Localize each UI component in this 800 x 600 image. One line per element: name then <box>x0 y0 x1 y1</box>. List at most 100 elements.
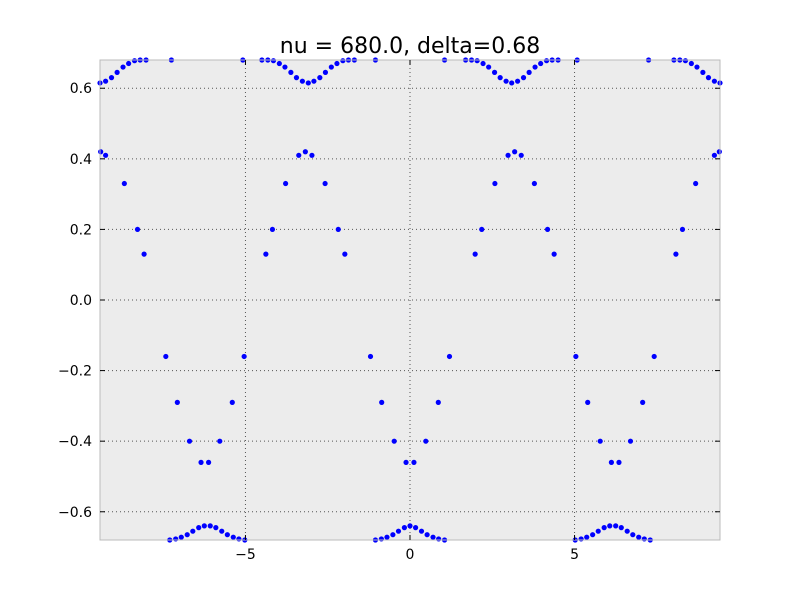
data-point <box>491 69 498 75</box>
axis-ticks: −5 0 5 −0.6 −0.4 −0.2 0.0 0.2 0.4 0.6 <box>58 60 720 563</box>
data-point <box>379 399 385 405</box>
data-point <box>436 536 442 542</box>
data-point <box>184 532 190 538</box>
data-point <box>446 353 453 360</box>
data-point <box>520 75 527 81</box>
data-point <box>607 523 613 529</box>
data-point <box>532 64 538 70</box>
y-tick-label: 0.2 <box>70 222 92 238</box>
data-point <box>679 226 686 233</box>
y-tick-label: −0.6 <box>58 505 92 521</box>
data-point <box>207 523 213 529</box>
data-point <box>390 532 396 538</box>
data-point <box>597 438 603 444</box>
data-point <box>201 523 207 529</box>
grid <box>100 60 720 540</box>
data-point <box>141 251 147 257</box>
data-point <box>120 64 126 70</box>
data-point <box>616 459 622 465</box>
data-point <box>401 525 408 531</box>
data-point <box>578 536 584 542</box>
data-point <box>430 534 436 540</box>
data-point <box>526 69 532 75</box>
data-point <box>114 69 120 75</box>
data-point <box>595 528 601 534</box>
y-tick-label: 0.4 <box>70 152 92 168</box>
data-point <box>705 75 712 81</box>
data-point <box>270 58 277 64</box>
data-point <box>102 78 109 84</box>
data-point <box>322 69 329 75</box>
data-point <box>412 525 419 531</box>
data-point <box>288 69 294 75</box>
y-tick-label: 0.0 <box>70 293 92 309</box>
data-point <box>302 149 308 155</box>
data-point <box>98 149 104 155</box>
data-point <box>305 80 311 86</box>
data-point <box>391 438 397 444</box>
data-point <box>163 353 169 360</box>
data-point <box>590 532 596 538</box>
data-point <box>492 180 498 187</box>
data-point <box>479 226 485 233</box>
data-point <box>190 528 196 534</box>
y-tick-label: −0.2 <box>58 364 92 380</box>
data-point <box>543 58 550 64</box>
data-point <box>186 438 193 444</box>
data-point <box>102 152 109 158</box>
data-point <box>688 60 694 67</box>
data-point <box>269 226 276 233</box>
data-point <box>505 152 511 158</box>
data-point <box>641 536 647 542</box>
data-point <box>328 64 334 70</box>
data-point <box>282 64 288 70</box>
data-point <box>403 459 409 465</box>
chart-title: nu = 680.0, delta=0.68 <box>280 34 540 59</box>
data-point <box>219 528 225 534</box>
data-point <box>503 78 509 84</box>
data-point <box>205 459 212 465</box>
data-point <box>229 399 235 405</box>
data-point <box>613 523 619 529</box>
data-point <box>367 353 374 360</box>
data-point <box>573 353 579 360</box>
data-point <box>512 149 518 155</box>
data-point <box>213 525 219 531</box>
data-point <box>627 438 634 444</box>
data-point <box>230 534 236 540</box>
data-point <box>486 64 492 70</box>
data-points <box>97 57 723 543</box>
data-point <box>395 528 402 534</box>
data-point <box>311 78 317 84</box>
data-point <box>711 152 718 158</box>
data-point <box>636 534 642 540</box>
data-point <box>551 251 557 257</box>
data-point <box>682 58 689 64</box>
data-point <box>694 64 700 70</box>
data-point <box>340 58 346 64</box>
data-point <box>134 226 141 233</box>
data-point <box>411 459 417 465</box>
data-point <box>293 75 300 81</box>
data-point <box>618 525 624 531</box>
data-point <box>601 525 607 531</box>
data-point <box>126 60 132 67</box>
data-point <box>342 251 348 257</box>
x-tick-label: −5 <box>235 547 256 563</box>
data-point <box>435 399 441 405</box>
data-point <box>334 60 340 67</box>
y-tick-label: −0.4 <box>58 434 92 450</box>
data-point <box>384 534 390 540</box>
data-point <box>544 226 551 233</box>
data-point <box>378 536 384 542</box>
data-point <box>624 528 630 534</box>
data-point <box>630 532 636 538</box>
data-point <box>178 534 184 540</box>
data-point <box>518 152 524 158</box>
data-point <box>299 78 305 84</box>
data-point <box>196 525 202 531</box>
data-point <box>585 399 591 405</box>
data-point <box>538 60 544 67</box>
